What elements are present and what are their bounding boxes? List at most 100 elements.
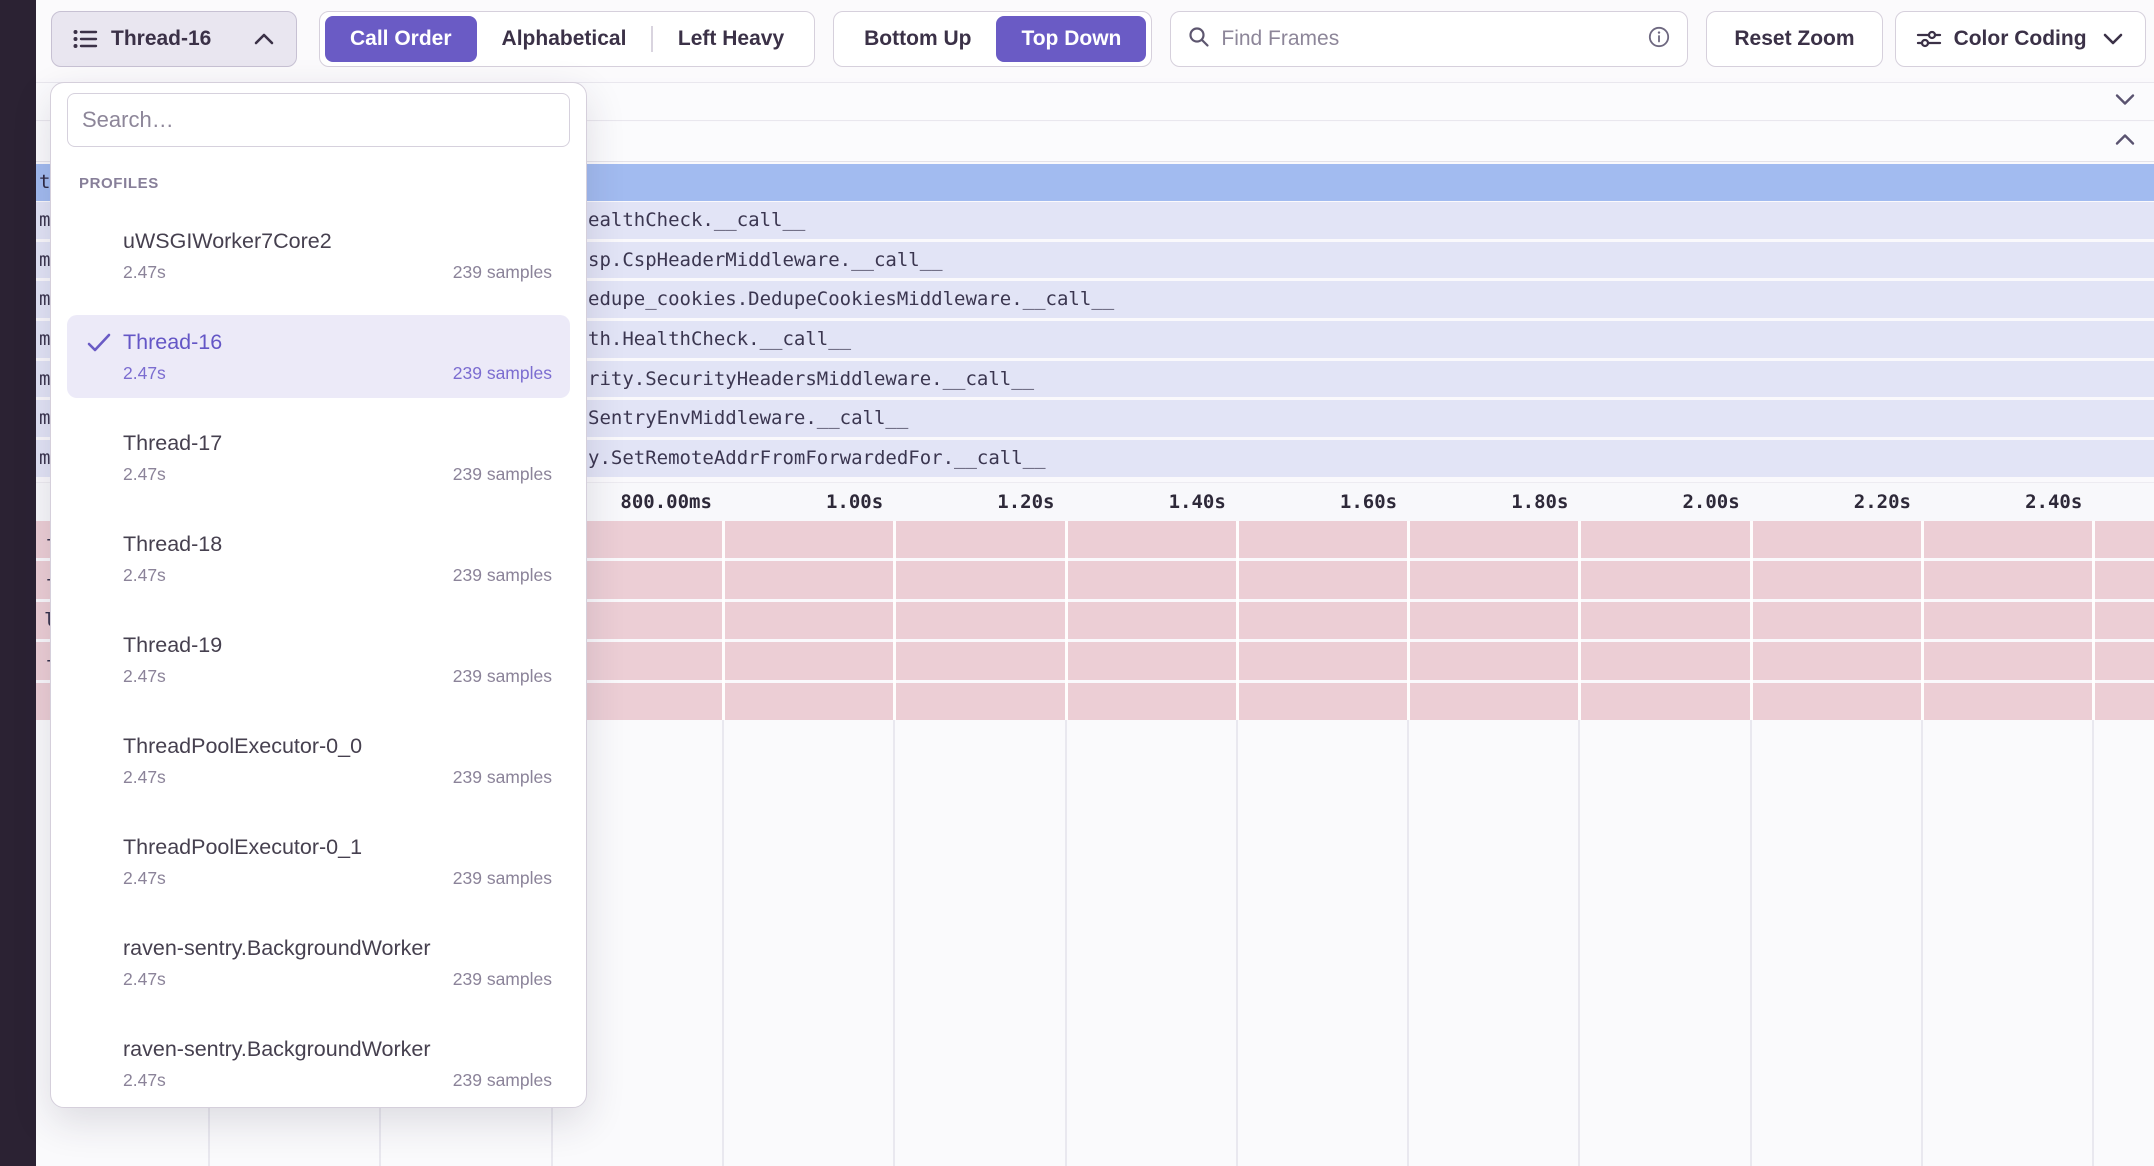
profile-stats: 2.47s 239 samples xyxy=(123,665,552,687)
profile-samples: 239 samples xyxy=(453,1069,552,1091)
frame-text-fragment: m xyxy=(39,202,50,239)
app-sidebar-strip xyxy=(0,0,36,1166)
profile-samples: 239 samples xyxy=(453,968,552,990)
frame-function-name: sp.CspHeaderMiddleware.__call__ xyxy=(588,242,943,279)
time-gridline xyxy=(2092,521,2095,721)
axis-tick-label: 1.40s xyxy=(1169,483,1226,521)
time-gridline xyxy=(1065,521,1068,721)
profile-stats: 2.47s 239 samples xyxy=(123,1069,552,1091)
profile-stats: 2.47s 239 samples xyxy=(123,564,552,586)
search-icon xyxy=(1187,25,1211,54)
profile-list-item[interactable]: Thread-17 2.47s 239 samples xyxy=(67,416,570,499)
frame-function-name: ealthCheck.__call__ xyxy=(588,202,805,239)
profile-name: raven-sentry.BackgroundWorker xyxy=(123,1036,552,1062)
profile-list-item[interactable]: Thread-16 2.47s 239 samples xyxy=(67,315,570,398)
frame-text-fragment: m xyxy=(39,361,50,398)
time-gridline xyxy=(893,720,895,1166)
chevron-up-icon xyxy=(252,31,276,47)
profiles-section-label: PROFILES xyxy=(79,175,570,192)
dropdown-search-input[interactable] xyxy=(82,107,555,133)
tab-call-order[interactable]: Call Order xyxy=(325,16,477,62)
profile-samples: 239 samples xyxy=(453,766,552,788)
axis-tick-label: 2.00s xyxy=(1682,483,1739,521)
time-gridline xyxy=(1236,521,1239,721)
axis-tick-label: 1.80s xyxy=(1511,483,1568,521)
tab-bottom-up[interactable]: Bottom Up xyxy=(839,16,996,62)
profile-stats: 2.47s 239 samples xyxy=(123,867,552,889)
chevron-down-icon[interactable] xyxy=(2112,90,2138,113)
thread-selector-label: Thread-16 xyxy=(111,27,252,51)
profile-samples: 239 samples xyxy=(453,362,552,384)
tab-left-heavy[interactable]: Left Heavy xyxy=(653,16,809,62)
color-coding-button[interactable]: Color Coding xyxy=(1895,11,2146,67)
profile-samples: 239 samples xyxy=(453,261,552,283)
profile-list: uWSGIWorker7Core2 2.47s 239 samples Thre… xyxy=(67,214,570,1105)
frame-function-name: edupe_cookies.DedupeCookiesMiddleware.__… xyxy=(588,281,1114,318)
tab-alphabetical[interactable]: Alphabetical xyxy=(477,16,652,62)
profile-list-item[interactable]: Thread-19 2.47s 239 samples xyxy=(67,618,570,701)
profile-duration: 2.47s xyxy=(123,1069,166,1091)
flamegraph-toolbar: Thread-16 Call Order Alphabetical Left H… xyxy=(36,0,2154,78)
find-frames-field xyxy=(1170,11,1688,67)
profile-name: Thread-18 xyxy=(123,531,552,557)
find-frames-input[interactable] xyxy=(1221,27,1647,51)
profile-name: ThreadPoolExecutor-0_0 xyxy=(123,733,552,759)
axis-tick-label: 800.00ms xyxy=(620,483,712,521)
profile-samples: 239 samples xyxy=(453,665,552,687)
profile-duration: 2.47s xyxy=(123,362,166,384)
sort-order-segmented-control: Call Order Alphabetical Left Heavy xyxy=(319,11,815,67)
profile-duration: 2.47s xyxy=(123,261,166,283)
profiler-view: Thread-16 Call Order Alphabetical Left H… xyxy=(0,0,2154,1166)
profile-duration: 2.47s xyxy=(123,867,166,889)
profile-list-item[interactable]: Thread-18 2.47s 239 samples xyxy=(67,517,570,600)
chevron-up-icon[interactable] xyxy=(2112,130,2138,153)
frame-function-name: y.SetRemoteAddrFromForwardedFor.__call__ xyxy=(588,440,1046,477)
frame-text-fragment: m xyxy=(39,440,50,477)
profile-samples: 239 samples xyxy=(453,463,552,485)
axis-tick-label: 2.20s xyxy=(1854,483,1911,521)
dropdown-search-field xyxy=(67,93,570,147)
profile-list-item[interactable]: ThreadPoolExecutor-0_1 2.47s 239 samples xyxy=(67,820,570,903)
profile-duration: 2.47s xyxy=(123,564,166,586)
time-gridline xyxy=(1750,720,1752,1166)
profile-duration: 2.47s xyxy=(123,463,166,485)
info-icon[interactable] xyxy=(1647,25,1671,54)
profile-duration: 2.47s xyxy=(123,968,166,990)
profile-stats: 2.47s 239 samples xyxy=(123,362,552,384)
axis-tick-label: 1.60s xyxy=(1340,483,1397,521)
profile-name: raven-sentry.BackgroundWorker xyxy=(123,935,552,961)
profile-name: Thread-17 xyxy=(123,430,552,456)
time-gridline xyxy=(1578,521,1581,721)
profile-duration: 2.47s xyxy=(123,665,166,687)
profile-samples: 239 samples xyxy=(453,564,552,586)
time-gridline xyxy=(1236,720,1238,1166)
time-gridline xyxy=(1407,521,1410,721)
profile-name: Thread-16 xyxy=(123,329,552,355)
frame-text-fragment: m xyxy=(39,242,50,279)
time-gridline xyxy=(722,720,724,1166)
thread-selector-dropdown: PROFILES uWSGIWorker7Core2 2.47s 239 sam… xyxy=(50,82,587,1108)
tab-top-down[interactable]: Top Down xyxy=(996,16,1146,62)
axis-tick-label: 1.20s xyxy=(997,483,1054,521)
time-gridline xyxy=(1921,521,1924,721)
time-gridline xyxy=(1921,720,1923,1166)
axis-tick-label: 2.40s xyxy=(2025,483,2082,521)
profile-list-item[interactable]: raven-sentry.BackgroundWorker 2.47s 239 … xyxy=(67,921,570,1004)
thread-selector-button[interactable]: Thread-16 xyxy=(51,11,297,67)
reset-zoom-button[interactable]: Reset Zoom xyxy=(1706,11,1882,67)
list-icon xyxy=(72,26,99,52)
frame-function-name: rity.SecurityHeadersMiddleware.__call__ xyxy=(588,361,1034,398)
time-gridline xyxy=(893,521,896,721)
frame-text-fragment: m xyxy=(39,321,50,358)
chevron-down-icon xyxy=(2101,31,2125,47)
frame-text-fragment: t xyxy=(39,164,50,201)
time-gridline xyxy=(1065,720,1067,1166)
check-icon xyxy=(85,331,113,360)
profile-list-item[interactable]: ThreadPoolExecutor-0_0 2.47s 239 samples xyxy=(67,719,570,802)
profile-list-item[interactable]: uWSGIWorker7Core2 2.47s 239 samples xyxy=(67,214,570,297)
profile-stats: 2.47s 239 samples xyxy=(123,968,552,990)
profile-samples: 239 samples xyxy=(453,867,552,889)
profile-list-item[interactable]: raven-sentry.BackgroundWorker 2.47s 239 … xyxy=(67,1022,570,1105)
time-gridline xyxy=(1407,720,1409,1166)
time-gridline xyxy=(1578,720,1580,1166)
